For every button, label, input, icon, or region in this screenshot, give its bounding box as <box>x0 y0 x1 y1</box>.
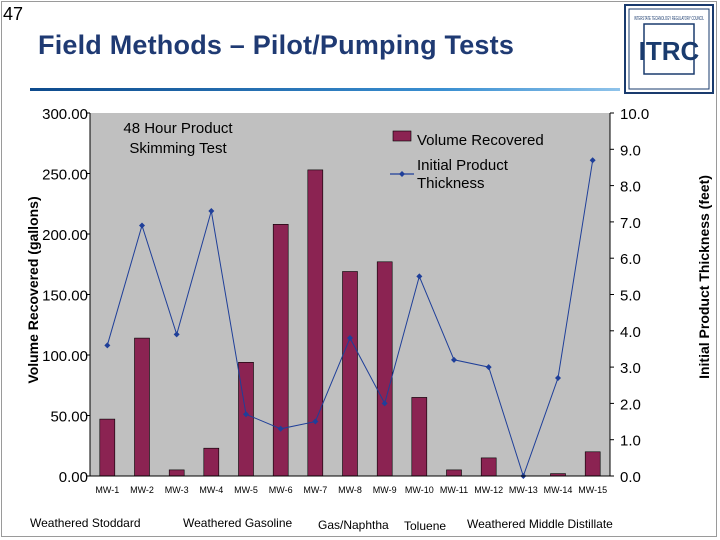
legend-label-thickness-1: Initial Product <box>417 157 509 174</box>
x-tick-label: MW-7 <box>303 485 327 495</box>
y-left-tick-label: 250.00 <box>42 167 88 184</box>
thickness-point-mw-3 <box>173 331 180 338</box>
thickness-point-mw-2 <box>139 222 145 229</box>
legend-bar-swatch <box>392 130 412 142</box>
logo-ring-text: INTERSTATE TECHNOLOGY REGULATORY COUNCIL <box>634 16 704 22</box>
x-tick-label: MW-15 <box>578 485 607 495</box>
bar-mw-1 <box>99 418 116 477</box>
thickness-point-mw-15 <box>589 157 596 164</box>
x-tick-label: MW-11 <box>440 485 468 495</box>
group-label-middle-distillate: Weathered Middle Distillate <box>467 517 613 531</box>
thickness-point-mw-1 <box>104 342 111 349</box>
bar-mw-8 <box>342 271 358 477</box>
y-right-tick-label: 2.0 <box>620 396 641 413</box>
legend: Volume Recovered Initial Product Thickne… <box>390 130 544 192</box>
bar-mw-10 <box>411 397 428 477</box>
bar-mw-4 <box>203 447 220 477</box>
x-tick-label: MW-3 <box>165 485 189 495</box>
group-label-stoddard: Weathered Stoddard <box>30 516 141 530</box>
group-label-naphtha: Gas/Naphtha <box>318 518 389 532</box>
x-tick-label: MW-4 <box>199 485 223 495</box>
y-right-tick-label: 7.0 <box>620 215 641 232</box>
thickness-point-mw-4 <box>208 208 215 215</box>
x-tick-label: MW-2 <box>130 485 154 495</box>
logo-letters: ITRC <box>639 36 700 66</box>
bar-mw-12 <box>480 457 497 477</box>
x-tick-label: MW-12 <box>474 485 503 495</box>
group-label-gasoline: Weathered Gasoline <box>183 516 293 530</box>
y-left-tick-label: 0.00 <box>59 469 88 486</box>
x-tick-label: MW-9 <box>373 485 397 495</box>
thickness-point-mw-5 <box>243 411 249 418</box>
thickness-point-mw-14 <box>555 374 561 381</box>
annotation-line-1: 48 Hour Product <box>123 120 233 137</box>
y-left-tick-label: 50.00 <box>50 409 88 426</box>
y-right-tick-label: 6.0 <box>620 251 641 268</box>
y-right-tick-label: 5.0 <box>620 288 641 305</box>
y-right-tick-label: 4.0 <box>620 324 641 341</box>
y-right-tick-label: 1.0 <box>620 433 641 450</box>
bar-mw-15 <box>584 451 601 477</box>
annotation: 48 Hour Product Skimming Test <box>123 120 233 157</box>
y-right-tick-label: 10.0 <box>620 106 649 123</box>
y-right-tick-label: 3.0 <box>620 360 641 377</box>
bar-mw-6 <box>272 224 289 477</box>
legend-label-thickness-2: Thickness <box>417 175 485 192</box>
x-tick-label: MW-10 <box>405 485 434 495</box>
thickness-point-mw-11 <box>451 356 457 363</box>
x-tick-label: MW-8 <box>338 485 362 495</box>
thickness-point-mw-9 <box>381 400 388 407</box>
y-axis-right-title: Initial Product Thickness (feet) <box>696 175 712 379</box>
annotation-line-2: Skimming Test <box>129 140 227 157</box>
bar-mw-3 <box>168 469 185 477</box>
thickness-point-mw-6 <box>277 425 284 432</box>
y-left-tick-label: 200.00 <box>42 227 88 244</box>
x-tick-label: MW-6 <box>269 485 293 495</box>
y-right-tick-label: 9.0 <box>620 142 641 159</box>
x-tick-label: MW-14 <box>544 485 573 495</box>
bar-mw-11 <box>446 469 462 477</box>
x-tick-label: MW-5 <box>234 485 258 495</box>
title-underline <box>30 88 620 91</box>
y-right-tick-label: 8.0 <box>620 179 641 196</box>
bar-mw-5 <box>238 361 254 477</box>
bar-mw-7 <box>307 169 324 477</box>
thickness-point-mw-8 <box>347 335 353 342</box>
x-tick-label: MW-1 <box>95 485 119 495</box>
y-right-tick-label: 0.0 <box>620 469 641 486</box>
thickness-point-mw-10 <box>416 273 423 280</box>
bar-mw-2 <box>134 337 150 477</box>
group-label-toluene: Toluene <box>404 519 446 533</box>
legend-label-volume: Volume Recovered <box>417 132 544 149</box>
slide-title: Field Methods – Pilot/Pumping Tests <box>38 30 515 60</box>
x-tick-label: MW-13 <box>509 485 538 495</box>
y-left-tick-label: 300.00 <box>42 106 88 123</box>
y-left-tick-label: 150.00 <box>42 288 88 305</box>
slide-number: 47 <box>3 4 24 24</box>
bar-mw-9 <box>376 261 393 477</box>
legend-marker-swatch <box>399 171 405 177</box>
thickness-point-mw-12 <box>485 364 492 371</box>
itrc-logo: ITRC INTERSTATE TECHNOLOGY REGULATORY CO… <box>624 4 714 94</box>
thickness-point-mw-7 <box>312 418 319 425</box>
y-left-tick-label: 100.00 <box>42 348 88 365</box>
group-labels: Weathered Stoddard Weathered Gasoline Ga… <box>30 516 613 533</box>
y-axis-left-title: Volume Recovered (gallons) <box>25 196 41 383</box>
